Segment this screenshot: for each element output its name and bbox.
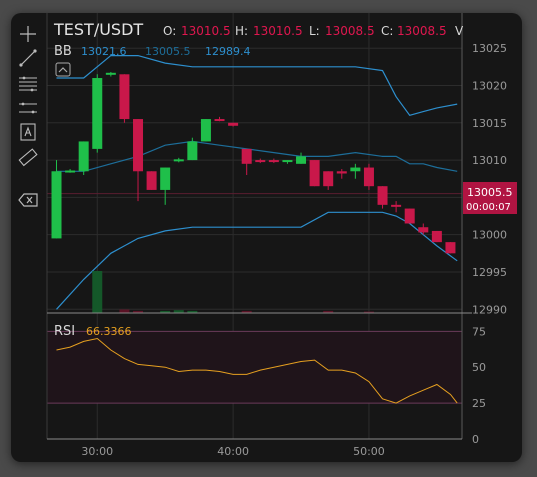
text-annotation-icon[interactable] (16, 121, 40, 143)
candle-body-down[interactable] (268, 160, 279, 163)
chevron-up-icon (58, 67, 68, 73)
price-tick-label: 13025 (472, 42, 507, 55)
candle-body-up[interactable] (78, 141, 89, 172)
rsi-tick-label: 75 (472, 325, 486, 338)
bb-lower-line (56, 211, 458, 310)
volume-bar (173, 310, 184, 313)
candle-body-down[interactable] (336, 171, 347, 174)
time-tick-label: 50:00 (353, 445, 385, 458)
ohlc-close-value: 13008.5 (397, 24, 447, 38)
candle-body-down[interactable] (214, 119, 225, 122)
ohlc-volume-label: V (455, 24, 464, 38)
ohlc-high-value: 13010.5 (253, 24, 303, 38)
price-tick-label: 13000 (472, 229, 507, 242)
rsi-line (56, 337, 458, 404)
drawing-toolbar (11, 13, 45, 243)
candle-body-up[interactable] (173, 159, 184, 162)
parallel-channel-icon[interactable] (16, 97, 40, 119)
last-price-value: 13005.5 (467, 186, 513, 199)
rsi-current-value: 66.3366 (86, 325, 132, 338)
candle-body-down[interactable] (363, 167, 374, 187)
time-tick-label: 30:00 (81, 445, 113, 458)
volume-bar (119, 309, 130, 313)
candle-body-down[interactable] (391, 204, 402, 207)
rsi-tick-label: 50 (472, 361, 486, 374)
candle-body-up[interactable] (200, 119, 211, 142)
price-tick-label: 12995 (472, 266, 507, 279)
ruler-icon[interactable] (16, 147, 40, 169)
volume-bar (241, 310, 252, 313)
candle-body-up[interactable] (105, 72, 116, 75)
candle-body-down[interactable] (228, 122, 239, 126)
fibonacci-icon[interactable] (16, 73, 40, 95)
volume-bar (92, 271, 103, 313)
ohlc-open-value: 13010.5 (181, 24, 231, 38)
ohlc-close-label: C: (381, 24, 393, 38)
candle-body-up[interactable] (350, 167, 361, 172)
symbol-title: TEST/USDT (53, 20, 143, 39)
candle-body-up[interactable] (296, 156, 307, 164)
last-price-marker: 13005.5 00:00:07 (463, 182, 517, 214)
candle-body-up[interactable] (187, 141, 198, 161)
candle-body-up[interactable] (160, 167, 171, 190)
rsi-indicator-label: RSI (54, 324, 75, 339)
price-tick-label: 12990 (472, 303, 507, 316)
candle-body-down[interactable] (431, 230, 442, 243)
bb-upper-value: 13021.6 (81, 45, 127, 58)
ohlc-high-label: H: (235, 24, 248, 38)
price-tick-label: 13010 (472, 154, 507, 167)
bb-middle-line (56, 140, 458, 172)
candle-body-down[interactable] (404, 208, 415, 224)
volume-bar (187, 310, 198, 313)
candle-body-down[interactable] (133, 119, 144, 172)
candle-body-down[interactable] (255, 160, 266, 163)
price-tick-label: 13020 (472, 79, 507, 92)
ohlc-low-value: 13008.5 (325, 24, 375, 38)
candle-body-up[interactable] (282, 160, 293, 163)
candle-body-up[interactable] (51, 171, 62, 239)
candle-body-down[interactable] (146, 171, 157, 190)
bb-indicator-label: BB (54, 44, 72, 59)
candle-countdown: 00:00:07 (466, 202, 511, 213)
candle-body-down[interactable] (323, 171, 334, 187)
trend-line-icon[interactable] (16, 47, 40, 69)
candle-body-up[interactable] (92, 78, 103, 149)
collapse-indicators-button[interactable] (55, 62, 71, 77)
volume-bar (323, 310, 334, 313)
delete-drawing-icon[interactable] (16, 189, 40, 211)
rsi-tick-label: 25 (472, 397, 486, 410)
candle-body-down[interactable] (377, 186, 388, 205)
crosshair-icon[interactable] (16, 23, 40, 45)
candle-body-down[interactable] (119, 74, 130, 120)
rsi-band-fill (47, 331, 462, 404)
bb-upper-line (56, 54, 458, 116)
bb-middle-value: 13005.5 (145, 45, 191, 58)
ohlc-open-label: O: (163, 24, 176, 38)
candle-body-down[interactable] (418, 227, 429, 233)
rsi-tick-label: 0 (472, 433, 479, 446)
volume-bar (160, 310, 171, 313)
price-tick-label: 13015 (472, 117, 507, 130)
candle-body-down[interactable] (241, 148, 252, 164)
candle-body-down[interactable] (445, 242, 456, 254)
candle-body-down[interactable] (309, 160, 320, 187)
volume-bar (363, 311, 374, 313)
bb-lower-value: 12989.4 (205, 45, 251, 58)
candle-body-up[interactable] (65, 170, 76, 173)
ohlc-low-label: L: (309, 24, 320, 38)
volume-bar (133, 310, 144, 313)
time-tick-label: 40:00 (217, 445, 249, 458)
